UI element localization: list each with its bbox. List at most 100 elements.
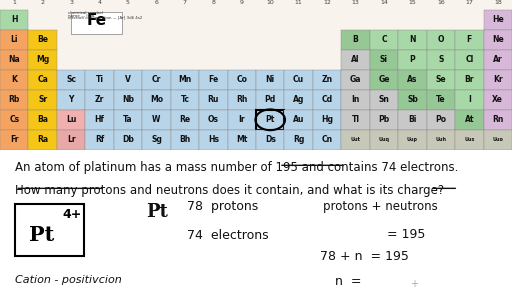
Bar xyxy=(483,110,512,130)
Text: Db: Db xyxy=(122,135,134,144)
Bar xyxy=(86,70,114,90)
Bar xyxy=(426,130,455,150)
Text: Ba: Ba xyxy=(37,115,48,124)
Bar xyxy=(398,90,426,110)
Bar xyxy=(455,110,483,130)
Text: Lu: Lu xyxy=(66,115,76,124)
Text: Fr: Fr xyxy=(10,135,18,144)
Text: Pd: Pd xyxy=(265,95,276,104)
Bar xyxy=(455,70,483,90)
Text: 4+: 4+ xyxy=(62,208,82,221)
Bar xyxy=(114,70,142,90)
Text: Be: Be xyxy=(37,35,48,44)
Bar xyxy=(455,30,483,50)
Text: O: O xyxy=(438,35,444,44)
Text: Uut: Uut xyxy=(351,137,360,142)
Bar xyxy=(0,50,29,70)
Text: Tc: Tc xyxy=(180,95,189,104)
Text: Fe: Fe xyxy=(87,14,107,29)
Text: 8: 8 xyxy=(211,1,215,5)
Text: K: K xyxy=(11,75,17,84)
Bar xyxy=(285,110,313,130)
Text: Te: Te xyxy=(436,95,446,104)
Text: 16: 16 xyxy=(437,1,445,5)
Text: Rf: Rf xyxy=(95,135,104,144)
Bar xyxy=(29,110,57,130)
Text: Sg: Sg xyxy=(151,135,162,144)
Bar xyxy=(483,90,512,110)
Bar xyxy=(370,50,398,70)
Text: Po: Po xyxy=(435,115,446,124)
Text: n  =: n = xyxy=(335,275,362,288)
Text: 5: 5 xyxy=(126,1,130,5)
Text: Sn: Sn xyxy=(378,95,390,104)
Bar xyxy=(342,130,370,150)
Bar xyxy=(342,70,370,90)
Bar xyxy=(426,30,455,50)
Bar xyxy=(29,90,57,110)
Bar xyxy=(256,90,285,110)
Bar xyxy=(170,130,199,150)
Text: 78  protons: 78 protons xyxy=(187,200,258,213)
Bar xyxy=(313,110,342,130)
Text: W: W xyxy=(152,115,161,124)
Bar xyxy=(170,90,199,110)
Text: Uuo: Uuo xyxy=(493,137,503,142)
Text: Ni: Ni xyxy=(266,75,275,84)
Bar xyxy=(199,70,227,90)
Text: Cation - positivcion: Cation - positivcion xyxy=(15,275,122,285)
Text: Rb: Rb xyxy=(9,95,20,104)
Text: Mn: Mn xyxy=(178,75,191,84)
Text: Pt: Pt xyxy=(266,115,275,124)
Text: Ag: Ag xyxy=(293,95,304,104)
Bar xyxy=(426,50,455,70)
Bar xyxy=(398,130,426,150)
Bar xyxy=(57,110,86,130)
Bar xyxy=(227,90,256,110)
Text: Ne: Ne xyxy=(492,35,504,44)
Bar xyxy=(170,110,199,130)
Text: Zn: Zn xyxy=(322,75,333,84)
Text: Na: Na xyxy=(8,55,20,65)
Text: As: As xyxy=(407,75,418,84)
Bar xyxy=(0,10,29,30)
Text: Ta: Ta xyxy=(123,115,133,124)
Bar xyxy=(285,130,313,150)
Bar xyxy=(256,110,285,130)
Text: Pt: Pt xyxy=(29,225,54,245)
Text: Pb: Pb xyxy=(378,115,390,124)
Text: 1: 1 xyxy=(12,1,16,5)
Bar xyxy=(342,50,370,70)
Bar xyxy=(426,110,455,130)
Text: Rn: Rn xyxy=(492,115,503,124)
Text: Cd: Cd xyxy=(322,95,333,104)
Bar xyxy=(86,90,114,110)
Bar xyxy=(142,110,170,130)
Text: Al: Al xyxy=(351,55,360,65)
Text: Cl: Cl xyxy=(465,55,474,65)
Text: Ca: Ca xyxy=(37,75,48,84)
Bar xyxy=(142,70,170,90)
Bar xyxy=(15,204,84,256)
Text: I: I xyxy=(468,95,471,104)
Bar xyxy=(114,90,142,110)
Bar xyxy=(426,90,455,110)
Bar xyxy=(227,110,256,130)
Text: H: H xyxy=(11,16,17,24)
Bar xyxy=(29,70,57,90)
Text: 10: 10 xyxy=(266,1,274,5)
Text: Pt: Pt xyxy=(146,203,168,221)
Text: S: S xyxy=(438,55,443,65)
Bar xyxy=(483,10,512,30)
Text: 12: 12 xyxy=(323,1,331,5)
Bar xyxy=(199,130,227,150)
Bar xyxy=(57,90,86,110)
Text: Zr: Zr xyxy=(95,95,104,104)
Text: 7: 7 xyxy=(183,1,187,5)
Text: 13: 13 xyxy=(352,1,359,5)
Text: Cn: Cn xyxy=(322,135,333,144)
Bar xyxy=(370,70,398,90)
Bar xyxy=(313,90,342,110)
Text: Uus: Uus xyxy=(464,137,475,142)
Text: Kr: Kr xyxy=(493,75,503,84)
